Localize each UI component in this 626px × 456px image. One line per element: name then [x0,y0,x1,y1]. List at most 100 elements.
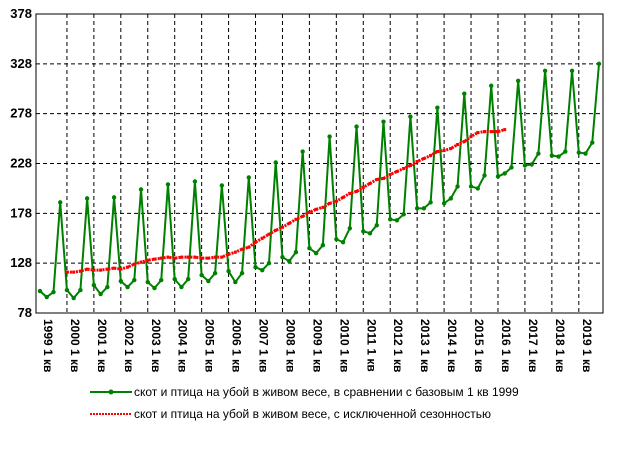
series-red-point [435,150,439,154]
y-axis: 78 128 178 228 278 328 378 [10,6,32,320]
x-tick-label: 1999 1 кв [41,319,55,372]
series-green-point [327,134,332,139]
series-green-point [152,285,157,291]
x-tick-label: 2007 1 кв [257,319,271,372]
series-red-point [355,189,359,193]
series-green-point [583,151,588,156]
series-red-point [254,240,258,244]
series-green-point [401,212,406,217]
series-green-point [388,217,393,222]
series-green-point [145,279,150,285]
series-red-point [341,195,345,199]
series-green-point [273,160,278,165]
series-red [65,128,507,274]
x-tick-label: 2003 1 кв [149,319,163,372]
y-tick-label: 78 [18,305,32,320]
series-red-point [233,250,237,254]
x-tick-label: 2000 1 кв [68,319,82,372]
y-tick-label: 278 [10,106,32,121]
x-tick-label: 2019 1 кв [580,319,594,372]
series-green-point [226,268,231,274]
series-red-point [476,131,480,135]
series-red-point [368,181,372,185]
series-red-point [159,256,163,260]
legend-item-red: скот и птица на убой в живом весе, с иск… [88,407,608,421]
series-red-point [321,205,325,209]
series-green-point [300,149,305,154]
series-red-point [139,260,143,264]
series-green-point [172,276,177,282]
series-green-point [280,254,285,260]
series-green-point [590,140,595,145]
series-green-point [354,124,359,129]
x-tick-label: 2005 1 кв [203,319,217,372]
series-red-point [166,255,170,259]
series-red-point [227,252,231,256]
y-tick-label: 128 [10,255,32,270]
series-green-point [455,184,460,189]
series-green-point [98,291,103,297]
x-tick-label: 2002 1 кв [122,319,136,372]
series-green-point [307,246,312,251]
series-red-point [267,232,271,236]
series-red-point [375,177,379,181]
series-green-point [132,277,137,283]
series-red-point [294,217,298,221]
series-red-point [206,256,210,260]
series-red-point [132,262,136,266]
x-tick-label: 2006 1 кв [230,319,244,372]
series-green-point [475,186,480,191]
series-red-point [173,256,177,260]
series-green-point [347,226,353,231]
series-red-point [119,267,123,271]
x-tick-label: 2009 1 кв [310,319,324,372]
series-green-point [266,260,272,266]
series-green-point [374,223,379,228]
series-red-point [469,135,473,139]
series-green-point [313,251,319,256]
x-tick-label: 2004 1 кв [176,319,190,372]
series-green-point [286,258,292,264]
y-tick-label: 178 [10,205,32,220]
series-green-point [37,288,43,294]
series-red-point [260,236,264,240]
legend-item-green: скот и птица на убой в живом весе, в сра… [88,385,608,399]
series-green-point [361,229,366,234]
series-red-point [328,201,332,205]
series-green-point [192,179,198,184]
series-red-point [280,225,284,229]
legend-green-label: скот и птица на убой в живом весе, в сра… [134,385,519,399]
y-tick-label: 328 [10,56,32,71]
series-green-point [233,279,238,285]
series-red-line [66,128,506,274]
series-green-point [179,284,184,290]
series-red-point [193,255,197,259]
series-green-point [165,182,171,187]
x-tick-label: 2018 1 кв [553,319,567,372]
series-green-point [44,294,49,300]
x-axis: 1999 1 кв 2000 1 кв 2001 1 кв 2002 1 кв 2003… [41,319,594,372]
series-red-point [307,210,311,214]
series-red-point [126,265,130,269]
x-tick-label: 2008 1 кв [283,319,297,372]
series-green-point [428,200,433,205]
series-green-point [185,276,191,282]
y-tick-label: 228 [10,156,32,171]
series-green-point [239,270,245,276]
series-green-point [219,183,225,188]
series-red-point [381,176,385,180]
series-red-point [92,268,96,272]
series-green-point [125,284,130,290]
series-green-point [253,264,258,270]
series-green-point [435,105,440,110]
x-tick-label: 2012 1 кв [391,319,405,372]
x-tick-label: 2010 1 кв [337,319,351,372]
series-green-point [502,171,507,176]
series-red-point [415,160,419,164]
series-red-point [496,130,500,134]
series-red-point [301,214,305,218]
series-red-point [408,163,412,167]
series-red-point [179,255,183,259]
series-green-point [441,201,447,206]
legend: скот и птица на убой в живом весе, в сра… [88,385,608,429]
